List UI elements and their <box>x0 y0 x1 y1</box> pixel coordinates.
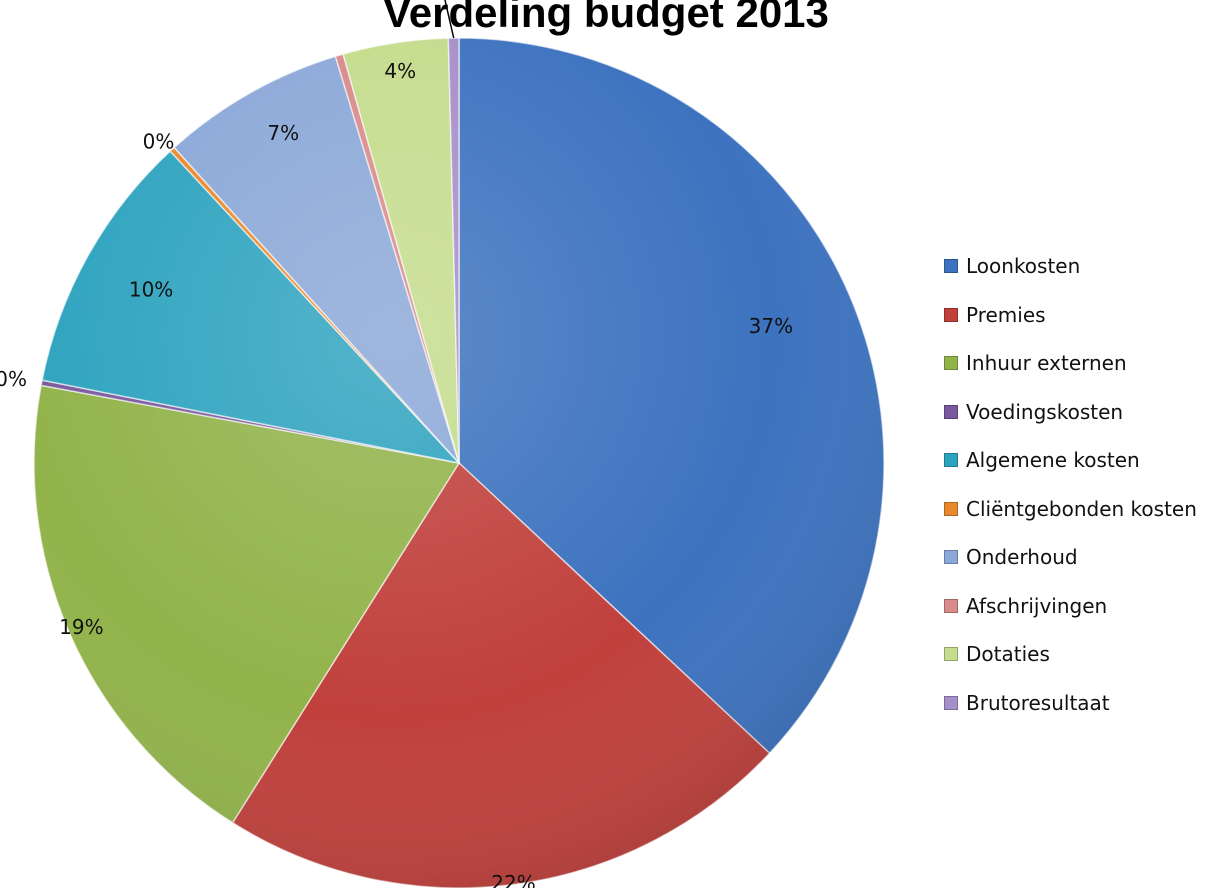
legend-label-inhuur-externen: Inhuur externen <box>966 351 1127 376</box>
legend-swatch-dotaties <box>944 647 958 662</box>
legend-item-inhuur-externen: Inhuur externen <box>944 339 1214 388</box>
data-label-onderhoud: 7% <box>267 121 299 145</box>
legend-label-dotaties: Dotaties <box>966 642 1050 667</box>
legend-swatch-brutoresultaat <box>944 695 958 710</box>
legend-label-afschrijvingen: Afschrijvingen <box>966 593 1108 618</box>
pie-slices <box>33 37 885 888</box>
legend-item-algemene-kosten: Algemene kosten <box>944 436 1214 485</box>
legend-swatch-clientgebonden-kosten <box>944 501 958 516</box>
legend-label-loonkosten: Loonkosten <box>966 254 1081 279</box>
data-label-clientgebonden-kosten: 0% <box>143 130 175 154</box>
legend-item-premies: Premies <box>944 291 1214 340</box>
data-label-algemene-kosten: 10% <box>129 277 173 301</box>
legend-label-voedingskosten: Voedingskosten <box>966 399 1124 424</box>
data-labels: 37%22%19%0%10%0%7%1%4%0% <box>0 59 793 888</box>
legend-swatch-premies <box>944 307 958 322</box>
legend-item-dotaties: Dotaties <box>944 630 1214 679</box>
legend-item-afschrijvingen: Afschrijvingen <box>944 582 1214 631</box>
legend-swatch-onderhoud <box>944 550 958 565</box>
legend-swatch-voedingskosten <box>944 404 958 419</box>
legend-label-clientgebonden-kosten: Cliëntgebonden kosten <box>966 496 1197 521</box>
data-label-inhuur-externen: 19% <box>59 615 103 639</box>
legend-item-voedingskosten: Voedingskosten <box>944 388 1214 437</box>
data-label-premies: 22% <box>491 871 535 888</box>
legend-swatch-inhuur-externen <box>944 356 958 371</box>
legend-item-clientgebonden-kosten: Cliëntgebonden kosten <box>944 485 1214 534</box>
leader-line-brutoresultaat <box>444 0 455 39</box>
legend-swatch-afschrijvingen <box>944 598 958 613</box>
legend-label-premies: Premies <box>966 302 1046 327</box>
legend-swatch-algemene-kosten <box>944 453 958 468</box>
legend-item-brutoresultaat: Brutoresultaat <box>944 679 1214 728</box>
data-label-voedingskosten: 0% <box>0 367 27 391</box>
legend: Loonkosten Premies Inhuur externen Voedings… <box>944 242 1214 727</box>
legend-label-brutoresultaat: Brutoresultaat <box>966 690 1110 715</box>
legend-swatch-loonkosten <box>944 259 958 274</box>
chart-title: Verdeling budget 2013 <box>383 0 829 36</box>
data-label-loonkosten: 37% <box>749 314 793 338</box>
legend-item-loonkosten: Loonkosten <box>944 242 1214 291</box>
legend-item-onderhoud: Onderhoud <box>944 533 1214 582</box>
data-label-dotaties: 4% <box>384 59 416 83</box>
legend-label-algemene-kosten: Algemene kosten <box>966 448 1140 473</box>
leader-lines <box>444 0 455 39</box>
legend-label-onderhoud: Onderhoud <box>966 545 1078 570</box>
